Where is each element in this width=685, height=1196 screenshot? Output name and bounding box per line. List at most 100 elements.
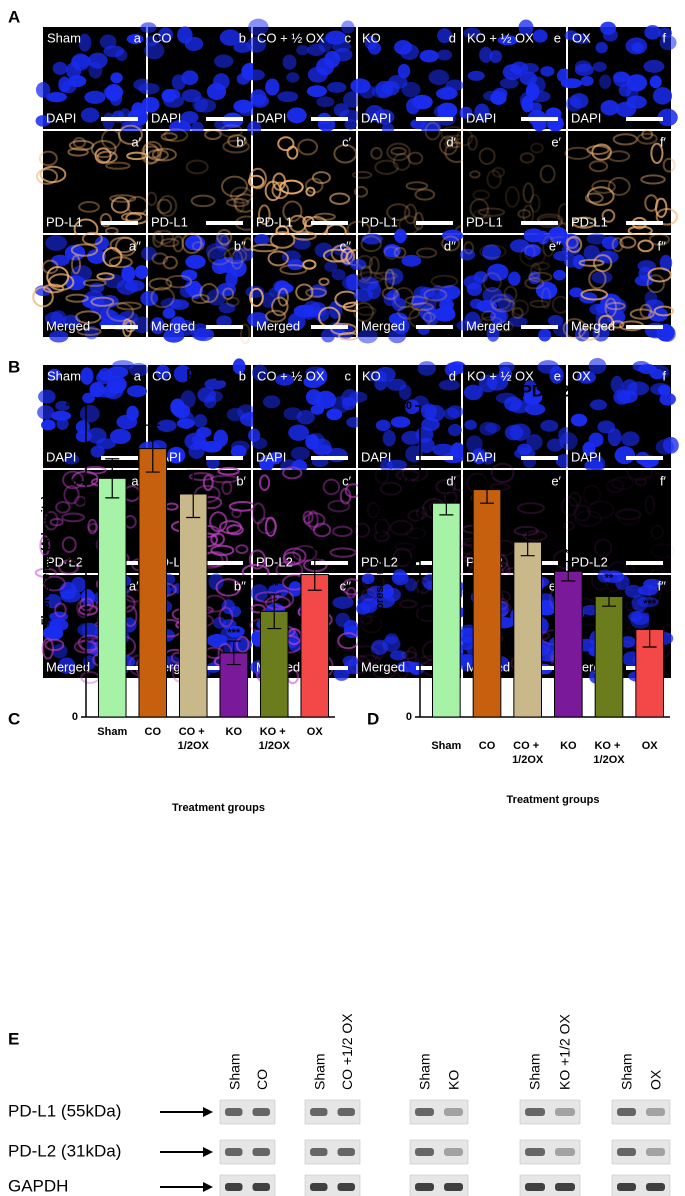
stain-signal	[422, 311, 436, 323]
stain-signal	[151, 147, 177, 162]
nucleus	[579, 292, 598, 304]
stain-signal	[373, 530, 390, 543]
stain-signal	[478, 147, 496, 165]
nucleus	[326, 408, 343, 421]
stain-signal	[416, 247, 438, 259]
nucleus	[248, 18, 269, 36]
nucleus	[341, 20, 355, 34]
bar	[472, 489, 502, 718]
x-tick-line: KO +	[260, 726, 289, 738]
blot-band	[225, 1183, 243, 1191]
stain-signal	[352, 645, 379, 663]
error-bar	[520, 527, 535, 557]
nucleus	[385, 587, 401, 602]
error-bar	[145, 424, 160, 473]
nucleus	[595, 41, 608, 54]
stain-signal	[65, 293, 89, 303]
nucleus	[230, 440, 250, 453]
stain-label: PD-L1	[46, 214, 83, 229]
sub-label: c′	[342, 473, 352, 488]
group-label: CO	[152, 368, 172, 383]
stain-signal	[624, 601, 638, 612]
nucleus	[286, 72, 300, 83]
stain-label: DAPI	[571, 110, 601, 125]
blot-band	[555, 1183, 575, 1191]
blot-band	[525, 1148, 545, 1156]
stain-signal	[210, 532, 225, 546]
stain-signal	[254, 591, 280, 603]
nucleus	[78, 33, 92, 52]
stain-signal	[574, 510, 602, 527]
stain-signal	[573, 504, 591, 522]
stain-signal	[43, 510, 59, 531]
nucleus	[176, 418, 195, 429]
stain-signal	[264, 595, 291, 611]
stain-signal	[374, 466, 390, 485]
nucleus	[88, 61, 103, 79]
nucleus	[229, 259, 247, 277]
stain-signal	[529, 299, 550, 309]
x-tick-label: OX	[642, 740, 659, 752]
stain-signal	[219, 124, 243, 138]
stain-signal	[486, 169, 502, 189]
nucleus	[233, 247, 254, 262]
stain-signal	[519, 245, 546, 267]
nucleus	[112, 360, 134, 371]
stain-signal	[225, 296, 240, 307]
nucleus	[371, 84, 390, 99]
x-tick-line: CO +	[513, 740, 542, 752]
stain-signal	[271, 589, 295, 609]
stain-signal	[202, 474, 214, 492]
stain-signal	[391, 580, 403, 598]
stain-signal	[587, 500, 615, 520]
stain-signal	[469, 170, 481, 179]
stain-signal	[522, 530, 548, 542]
stain-signal	[644, 495, 656, 515]
stain-signal	[302, 259, 317, 270]
nucleus	[180, 111, 199, 124]
stain-signal	[612, 133, 638, 146]
stain-signal	[356, 254, 374, 270]
nucleus	[350, 258, 367, 271]
stain-signal	[163, 128, 189, 143]
stain-signal	[204, 129, 222, 141]
stain-signal	[482, 272, 502, 293]
stain-signal	[227, 134, 247, 148]
nucleus	[482, 244, 501, 261]
stain-signal	[110, 196, 131, 214]
stain-signal	[96, 272, 115, 281]
stain-signal	[282, 200, 303, 223]
lane-label: Sham	[527, 1053, 543, 1090]
blot-band	[225, 1108, 243, 1116]
nucleus	[324, 261, 338, 272]
blot-band	[252, 1183, 270, 1191]
significance: **	[605, 573, 614, 585]
sub-label: d	[449, 368, 456, 383]
stain-signal	[162, 255, 178, 270]
stain-signal	[318, 277, 330, 286]
nucleus	[47, 368, 62, 381]
nucleus	[49, 611, 69, 622]
nucleus	[296, 44, 309, 56]
chart-title: PD-L1	[186, 365, 235, 384]
nucleus	[614, 446, 636, 465]
nucleus	[361, 233, 383, 245]
significance: ***	[643, 598, 657, 610]
nucleus	[110, 72, 123, 84]
stain-signal	[491, 298, 516, 313]
lane-label: CO +1/2 OX	[339, 1013, 355, 1090]
nucleus	[437, 49, 453, 61]
nucleus	[527, 76, 546, 94]
nucleus	[90, 445, 105, 458]
nucleus	[601, 236, 619, 250]
stain-signal	[517, 209, 532, 219]
stain-signal	[219, 233, 230, 247]
nucleus	[390, 650, 407, 661]
sub-label: b	[239, 368, 246, 383]
stain-signal	[172, 235, 185, 253]
stain-label: PD-L2	[46, 554, 83, 569]
nucleus	[497, 293, 515, 311]
stain-label: DAPI	[571, 449, 601, 464]
stain-signal	[226, 524, 244, 536]
stain-signal	[636, 132, 658, 145]
